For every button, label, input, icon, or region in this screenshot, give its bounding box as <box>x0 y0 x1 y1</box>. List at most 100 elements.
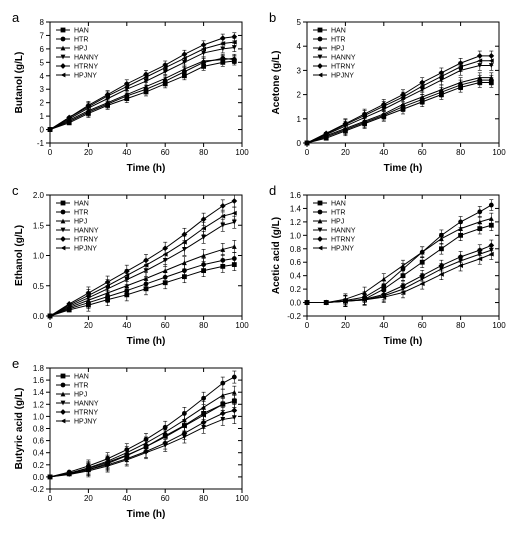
ylabel: Acetic acid (g/L) <box>271 217 282 294</box>
panel-b: b020406080100012345Time (h)Acetone (g/L)… <box>267 10 512 175</box>
panel-c: c 0 20 40 60 80 100 0.0 0.5 1.0 1.5 2.0 Time (h) Etha… <box>10 183 255 348</box>
ytick-label: -0.2 <box>287 312 301 321</box>
xtick-label: 0 <box>305 148 310 157</box>
legend-label-HPJNY: HPJNY <box>331 246 354 253</box>
ytick-label: 6 <box>40 45 45 54</box>
ytick-label: 2 <box>40 99 45 108</box>
series-line-HANNY <box>50 418 234 477</box>
ytick-label: 0.6 <box>290 258 302 267</box>
chart-a: 020406080100-1012345678Time (h)Butanol (… <box>10 10 250 175</box>
legend-label-HAN: HAN <box>74 28 89 35</box>
legend-label-HTRNY: HTRNY <box>331 64 355 71</box>
ytick-label: 2.0 <box>33 191 45 200</box>
xtick-label: 80 <box>456 321 465 330</box>
xlabel: Time (h) <box>384 336 423 347</box>
chart-e: 020406080100-0.20.00.20.40.60.81.01.21.4… <box>10 356 250 521</box>
chart-c: 0 20 40 60 80 100 0.0 0.5 1.0 1.5 2.0 Time (h) Ethan… <box>10 183 250 348</box>
ytick-label: 1 <box>297 115 302 124</box>
legend-label-HPJ: HPJ <box>74 46 87 53</box>
xtick-label: 80 <box>199 494 208 503</box>
xtick-label: 60 <box>161 148 170 157</box>
ytick-label: 0.0 <box>33 312 45 321</box>
panel-a: a020406080100-1012345678Time (h)Butanol … <box>10 10 255 175</box>
ytick-label: 2 <box>297 91 302 100</box>
ylabel: Acetone (g/L) <box>271 51 282 115</box>
series-line-HAN <box>50 61 234 130</box>
ytick-label: 8 <box>40 18 45 27</box>
xtick-label: 20 <box>341 321 350 330</box>
legend-label-HANNY: HANNY <box>74 401 99 408</box>
ytick-label: 0.8 <box>33 425 45 434</box>
ytick-label: 3 <box>40 85 45 94</box>
xtick-label: 80 <box>456 148 465 157</box>
legend-label-HPJNY: HPJNY <box>74 73 97 80</box>
ytick-label: 1.2 <box>33 400 45 409</box>
xlabel: Time (h) <box>127 163 166 174</box>
ylabel: Butanol (g/L) <box>14 52 25 114</box>
xtick-label: 40 <box>122 494 131 503</box>
legend-label-HAN: HAN <box>331 201 346 208</box>
xtick-label: 20 <box>84 321 93 330</box>
ytick-label: 1.0 <box>33 412 45 421</box>
legend-label-HTRNY: HTRNY <box>74 237 98 244</box>
ytick-label: 1.0 <box>33 252 45 261</box>
ytick-label: 0.4 <box>33 449 45 458</box>
xtick-label: 100 <box>492 148 506 157</box>
xtick-label: 0 <box>48 321 53 330</box>
ytick-label: 1.8 <box>33 364 45 373</box>
ylabel: Ethanol (g/L) <box>14 225 25 286</box>
xtick-label: 20 <box>84 148 93 157</box>
legend-label-HTRNY: HTRNY <box>74 64 98 71</box>
xtick-label: 0 <box>48 494 53 503</box>
ylabel: Butyric acid (g/L) <box>14 388 25 470</box>
ytick-label: 0.6 <box>33 437 45 446</box>
ytick-label: 0 <box>40 126 45 135</box>
ytick-label: 4 <box>297 42 302 51</box>
xtick-label: 100 <box>235 494 249 503</box>
xtick-label: 40 <box>379 148 388 157</box>
ytick-label: 0.8 <box>290 245 302 254</box>
xtick-label: 0 <box>48 148 53 157</box>
legend-label-HTRNY: HTRNY <box>331 237 355 244</box>
ytick-label: 7 <box>40 31 45 40</box>
legend-label-HANNY: HANNY <box>74 228 99 235</box>
xtick-label: 100 <box>235 321 249 330</box>
ytick-label: -1 <box>37 139 45 148</box>
panel-label-c: c <box>12 183 19 198</box>
xtick-label: 40 <box>379 321 388 330</box>
legend-label-HPJ: HPJ <box>331 219 344 226</box>
legend-label-HANNY: HANNY <box>74 55 99 62</box>
panel-label-d: d <box>269 183 276 198</box>
legend-label-HTR: HTR <box>74 383 88 390</box>
xtick-label: 80 <box>199 321 208 330</box>
ytick-label: 1.4 <box>290 204 302 213</box>
ytick-label: 0.0 <box>33 473 45 482</box>
xlabel: Time (h) <box>127 336 166 347</box>
ytick-label: 1.4 <box>33 388 45 397</box>
xtick-label: 20 <box>341 148 350 157</box>
ytick-label: 5 <box>297 18 302 27</box>
xtick-label: 40 <box>122 148 131 157</box>
ytick-label: 1.6 <box>290 191 302 200</box>
legend-label-HTR: HTR <box>74 37 88 44</box>
xtick-label: 60 <box>161 321 170 330</box>
ytick-label: 1.5 <box>33 221 45 230</box>
chart-d: 020406080100-0.20.00.20.40.60.81.01.21.4… <box>267 183 507 348</box>
panel-label-b: b <box>269 10 276 25</box>
panel-d: d020406080100-0.20.00.20.40.60.81.01.21.… <box>267 183 512 348</box>
xtick-label: 60 <box>418 148 427 157</box>
ytick-label: 0.4 <box>290 272 302 281</box>
legend-label-HANNY: HANNY <box>331 55 356 62</box>
ytick-label: 4 <box>40 72 45 81</box>
xtick-label: 60 <box>418 321 427 330</box>
xtick-label: 0 <box>305 321 310 330</box>
legend-label-HAN: HAN <box>74 374 89 381</box>
legend-label-HPJ: HPJ <box>74 219 87 226</box>
legend-label-HPJNY: HPJNY <box>74 419 97 426</box>
ytick-label: -0.2 <box>30 485 44 494</box>
legend-label-HPJNY: HPJNY <box>74 246 97 253</box>
xtick-label: 40 <box>122 321 131 330</box>
legend-label-HAN: HAN <box>331 28 346 35</box>
ytick-label: 0.5 <box>33 282 45 291</box>
panel-label-a: a <box>12 10 19 25</box>
